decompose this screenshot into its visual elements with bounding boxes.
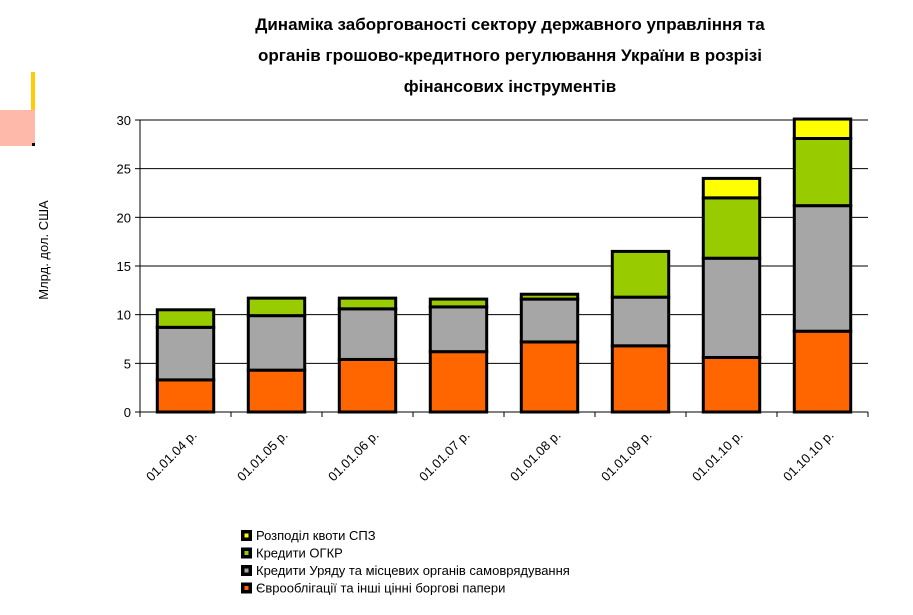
x-tick-label: 01.01.09 р. <box>598 428 655 485</box>
y-axis-title: Млрд. дол. США <box>36 200 51 300</box>
bar-segment <box>246 296 307 318</box>
bar-segment <box>792 204 853 333</box>
x-tick-label: 01.01.08 р. <box>507 428 564 485</box>
y-tick-label: 25 <box>117 162 131 177</box>
legend-label: Розподіл квоти СПЗ <box>256 528 376 543</box>
legend-label: Кредити Уряду та місцевих органів самовр… <box>256 563 570 578</box>
bar-segment <box>701 355 762 414</box>
bar-segment <box>792 329 853 414</box>
bar-segment <box>610 295 671 348</box>
bars <box>155 117 853 414</box>
legend-swatch <box>244 551 249 555</box>
x-tick-label: 01.10.10 р. <box>780 428 837 485</box>
x-tick-label: 01.01.06 р. <box>325 428 382 485</box>
legend-label: Кредити ОГКР <box>256 546 343 561</box>
x-tick-label: 01.01.10 р. <box>689 428 746 485</box>
bar-segment <box>246 368 307 414</box>
legend-label: Єврооблігації та інші цінні боргові папе… <box>256 581 505 596</box>
bar-segment <box>428 305 489 354</box>
bar-segment <box>519 292 580 301</box>
y-tick-label: 20 <box>117 210 131 225</box>
legend-swatch <box>244 586 249 590</box>
bar-segment <box>337 357 398 414</box>
x-tick-label: 01.01.07 р. <box>416 428 473 485</box>
x-tick-label: 01.01.05 р. <box>234 428 291 485</box>
legend: Розподіл квоти СПЗ Кредити ОГКР Кредити Ур… <box>241 528 570 596</box>
bar-segment <box>610 344 671 414</box>
y-tick-label: 5 <box>124 356 131 371</box>
bar-segment <box>428 297 489 309</box>
x-tick-label: 01.01.04 р. <box>143 428 200 485</box>
bar-segment <box>428 350 489 414</box>
slide-accent-dot <box>32 143 35 146</box>
bar-segment <box>337 307 398 361</box>
bar-segment <box>246 314 307 372</box>
y-tick-label: 30 <box>117 113 131 128</box>
bar-segment <box>155 308 216 329</box>
y-tick-label: 10 <box>117 308 131 323</box>
slide-accent-red <box>0 110 35 146</box>
legend-swatch <box>244 533 249 538</box>
bar-segment <box>519 340 580 414</box>
bar-segment <box>519 297 580 344</box>
y-tick-label: 0 <box>124 405 131 420</box>
slide-accent-yellow <box>31 72 35 110</box>
bar-segment <box>337 296 398 311</box>
bar-segment <box>792 136 853 208</box>
bar-segment <box>701 196 762 260</box>
bar-segment <box>610 249 671 299</box>
bar-segment <box>155 325 216 382</box>
bar-segment <box>155 378 216 414</box>
chart-title-line-1: Динаміка заборгованості сектору державно… <box>255 15 765 34</box>
legend-swatch <box>244 568 249 573</box>
y-tick-label: 15 <box>117 259 131 274</box>
bar-segment <box>701 176 762 200</box>
bar-segment <box>792 117 853 140</box>
bar-segment <box>701 256 762 359</box>
chart-title-line-2: органів грошово-кредитного регулювання У… <box>258 46 762 65</box>
chart-title-line-3: фінансових інструментів <box>404 77 616 96</box>
